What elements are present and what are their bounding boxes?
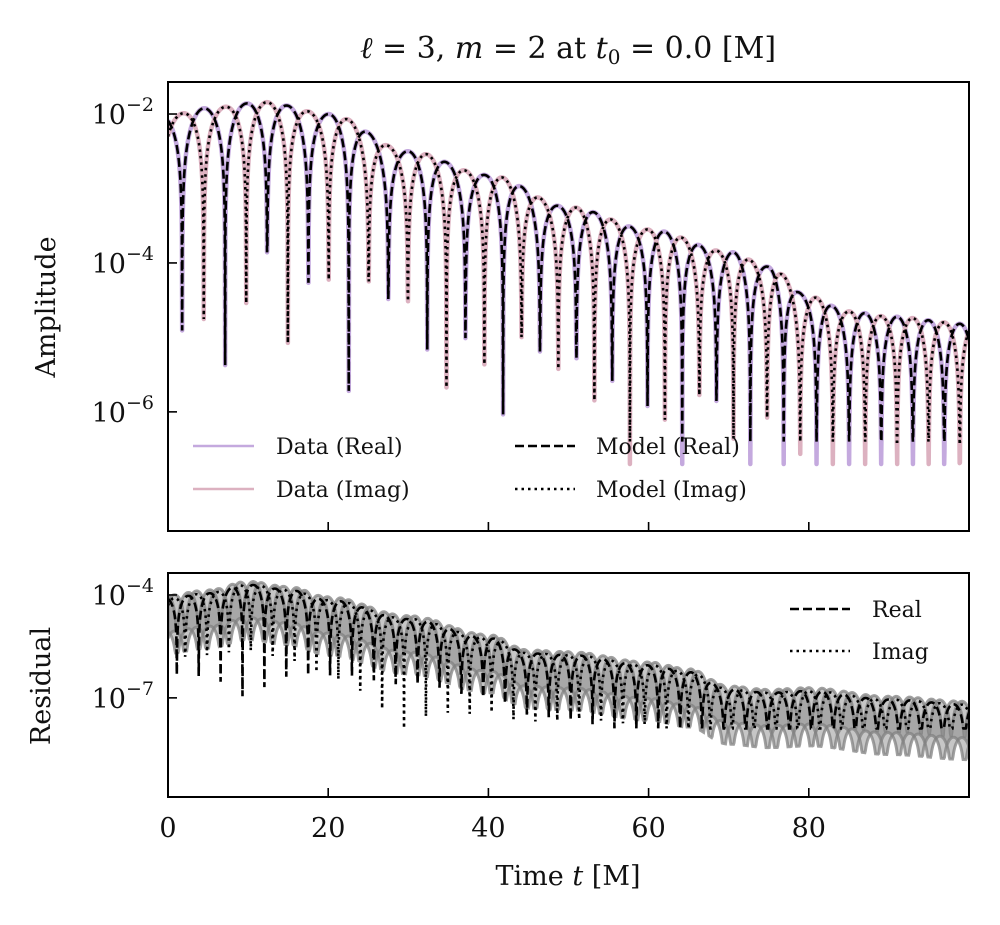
chart-title: ℓ = 3, m = 2 at t0 = 0.0 [M] (360, 31, 776, 69)
residual-xlabel: Time t [M] (496, 861, 641, 892)
xtick-label: 80 (792, 813, 826, 844)
amplitude-ylabel: Amplitude (31, 236, 62, 378)
xtick-label: 40 (471, 813, 505, 844)
legend-item-residual-real: Real (790, 598, 922, 623)
residual-ylabel: Residual (26, 627, 57, 745)
series-residual-imag (168, 584, 969, 730)
ytick-label: 10−6 (92, 392, 154, 429)
series-model-real (168, 102, 969, 443)
xtick-label: 0 (159, 813, 176, 844)
ytick-label: 10−4 (92, 243, 154, 280)
residual-series-group (168, 580, 969, 762)
legend-label-data-imag: Data (Imag) (276, 478, 410, 503)
amplitude-series-group (168, 99, 969, 467)
legend-item-data-imag: Data (Imag) (193, 478, 410, 503)
legend-label-residual-real: Real (872, 598, 922, 623)
legend-item-model-imag: Model (Imag) (515, 478, 747, 503)
legend-item-data-real: Data (Real) (193, 435, 403, 460)
residual-panel: 10−4 10−7 0 20 40 60 80 Residual Real Imag Tim… (26, 572, 970, 892)
legend-label-model-real: Model (Real) (596, 435, 740, 460)
series-residual-real (168, 583, 969, 730)
ytick-label: 10−7 (92, 678, 154, 715)
amplitude-panel: 10−2 10−4 10−6 Amplitude Data (Real) Data … (31, 81, 970, 532)
xtick-label: 20 (311, 813, 345, 844)
legend-label-residual-imag: Imag (872, 640, 929, 665)
series-data-imag (168, 99, 969, 467)
residual-axes-frame (167, 572, 970, 798)
residual-ticks: 10−4 10−7 0 20 40 60 80 (92, 575, 826, 844)
xtick-label: 60 (631, 813, 665, 844)
legend-item-model-real: Model (Real) (515, 435, 740, 460)
legend-label-model-imag: Model (Imag) (596, 478, 747, 503)
ytick-label: 10−4 (92, 575, 154, 612)
residual-legend: Real Imag (790, 598, 929, 665)
amplitude-legend: Data (Real) Data (Imag) Model (Real) Mod… (193, 435, 747, 503)
legend-label-data-real: Data (Real) (276, 435, 403, 460)
legend-item-residual-imag: Imag (790, 640, 929, 665)
amplitude-ticks: 10−2 10−4 10−6 (92, 94, 810, 531)
ytick-label: 10−2 (92, 94, 154, 131)
amplitude-axes-frame (167, 81, 970, 532)
